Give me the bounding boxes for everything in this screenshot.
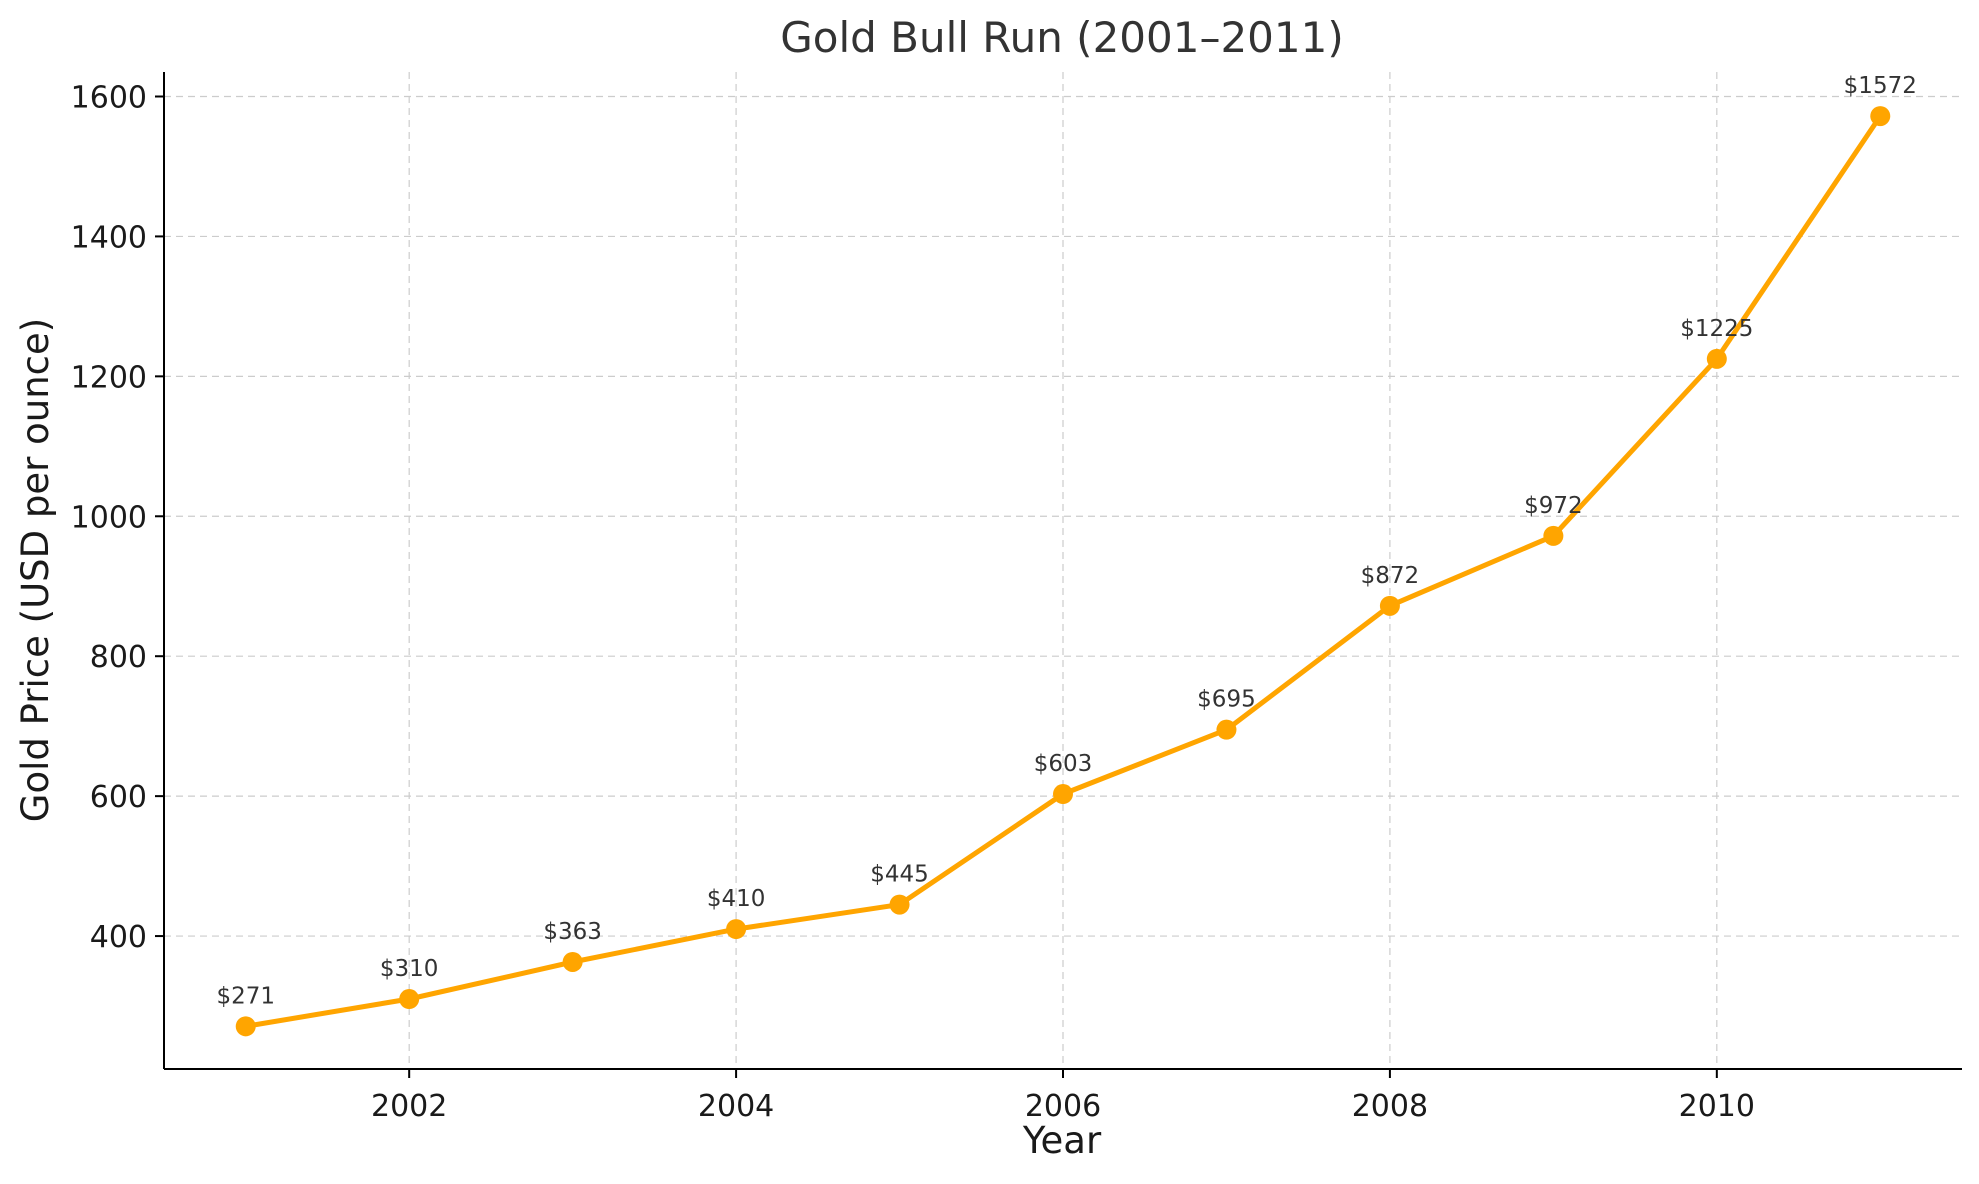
y-tick-label: 1400 [71,220,147,255]
x-tick-label: 2008 [1352,1089,1428,1124]
x-tick-label: 2004 [698,1089,774,1124]
data-point-marker [562,951,583,972]
data-point-label: $1225 [1680,316,1753,342]
series [235,106,1891,1037]
y-tick-label: 1600 [71,80,147,115]
data-point-marker [1543,525,1564,546]
y-tick-label: 1200 [71,360,147,395]
data-point-label: $271 [216,983,275,1009]
data-point-marker [399,989,420,1010]
x-tick-label: 2002 [371,1089,447,1124]
y-tick-label: 1000 [71,500,147,535]
x-tick-label: 2010 [1679,1089,1755,1124]
data-point-marker [1053,784,1073,805]
data-point-label: $972 [1524,493,1583,519]
data-point-marker [889,894,910,915]
y-tick-label: 800 [90,640,147,675]
data-point-marker [1216,719,1237,740]
data-point-label: $363 [543,919,602,945]
grid [164,72,1962,1069]
data-point-marker [1706,348,1727,369]
y-tick-label: 600 [90,780,147,815]
data-point-label: $410 [707,886,766,912]
data-point-label: $603 [1034,751,1093,777]
x-tick-label: 2006 [1025,1089,1101,1124]
data-labels: $271 $310 $363 $410 $445 $603 $695 $872 $972 $122… [216,73,1916,1009]
data-point-marker [1870,106,1891,127]
x-axis-label: Year [1022,1119,1102,1162]
data-point-label: $1572 [1844,73,1917,99]
data-point-label: $872 [1361,563,1420,589]
data-point-marker [726,919,747,940]
data-point-marker [1379,595,1400,616]
data-point-label: $695 [1197,687,1256,713]
y-tick-label: 400 [90,920,147,955]
data-point-label: $445 [870,862,929,888]
ticks: 2002 2004 2006 2008 2010 400 600 800 1000 1200 140… [71,80,1755,1124]
data-point-label: $310 [380,956,439,982]
y-axis-label: Gold Price (USD per ounce) [14,318,57,822]
data-point-marker [235,1016,256,1037]
chart-title: Gold Bull Run (2001–2011) [780,13,1343,62]
